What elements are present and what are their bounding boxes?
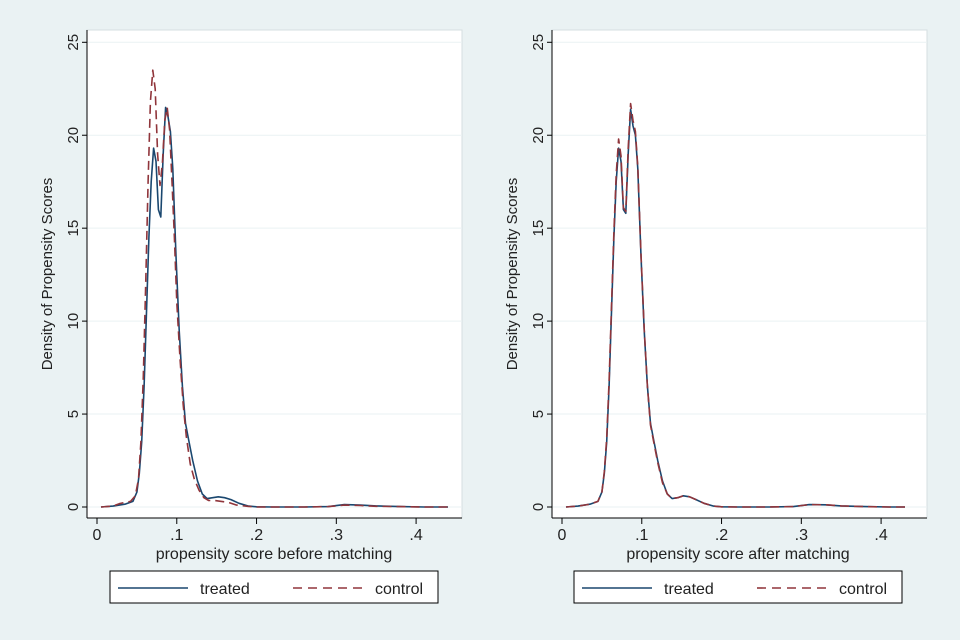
x-axis-label-before: propensity score before matching <box>156 546 393 563</box>
y-tick-label-25: 25 <box>530 34 547 51</box>
y-tick-label-5: 5 <box>530 410 547 418</box>
x-tick-label-.4: .4 <box>874 527 887 544</box>
legend-before: treated control <box>109 570 439 604</box>
legend-label-control-after: control <box>839 581 887 598</box>
x-tick-label-0: 0 <box>558 527 567 544</box>
ticks-before: 0 5 10 15 20 25 0 .1 .2 .3 .4 <box>65 34 423 544</box>
x-tick-label-.1: .1 <box>170 527 183 544</box>
x-tick-label-.3: .3 <box>795 527 808 544</box>
panel-before-matching: 0 5 10 15 20 25 0 .1 .2 .3 .4 Density of Propensit… <box>39 29 463 604</box>
panel-after-matching: 0 5 10 15 20 25 0 .1 .2 .3 .4 Density of Propensit… <box>504 29 928 604</box>
density-line-treated <box>100 106 448 508</box>
y-tick-label-10: 10 <box>65 313 82 330</box>
legend-after: treated control <box>573 570 903 604</box>
x-tick-label-0: 0 <box>93 527 102 544</box>
y-tick-label-20: 20 <box>530 127 547 144</box>
legend-label-control-before: control <box>375 581 423 598</box>
legend-label-treated-before: treated <box>200 581 250 598</box>
density-line-control <box>565 102 905 508</box>
legend-box-before <box>109 570 439 604</box>
y-tick-label-0: 0 <box>65 503 82 511</box>
y-axis-label-after: Density of Propensity Scores <box>504 178 521 371</box>
legend-label-treated-after: treated <box>664 581 714 598</box>
plot-area-before <box>86 29 463 519</box>
x-tick-label-.2: .2 <box>715 527 728 544</box>
x-tick-label-.1: .1 <box>635 527 648 544</box>
plot-area-after <box>551 29 928 519</box>
y-tick-label-0: 0 <box>530 503 547 511</box>
ticks-after: 0 5 10 15 20 25 0 .1 .2 .3 .4 <box>530 34 888 544</box>
legend-box-after <box>573 570 903 604</box>
x-tick-label-.3: .3 <box>330 527 343 544</box>
y-tick-label-25: 25 <box>65 34 82 51</box>
x-tick-label-.2: .2 <box>250 527 263 544</box>
density-line-control <box>100 69 448 508</box>
y-tick-label-10: 10 <box>530 313 547 330</box>
density-lines-before <box>100 69 448 508</box>
y-tick-label-20: 20 <box>65 127 82 144</box>
density-lines-after <box>565 102 905 508</box>
x-axis-label-after: propensity score after matching <box>626 546 849 563</box>
y-tick-label-5: 5 <box>65 410 82 418</box>
x-tick-label-.4: .4 <box>409 527 422 544</box>
y-tick-label-15: 15 <box>530 220 547 237</box>
y-axis-label-before: Density of Propensity Scores <box>39 178 56 371</box>
y-tick-label-15: 15 <box>65 220 82 237</box>
